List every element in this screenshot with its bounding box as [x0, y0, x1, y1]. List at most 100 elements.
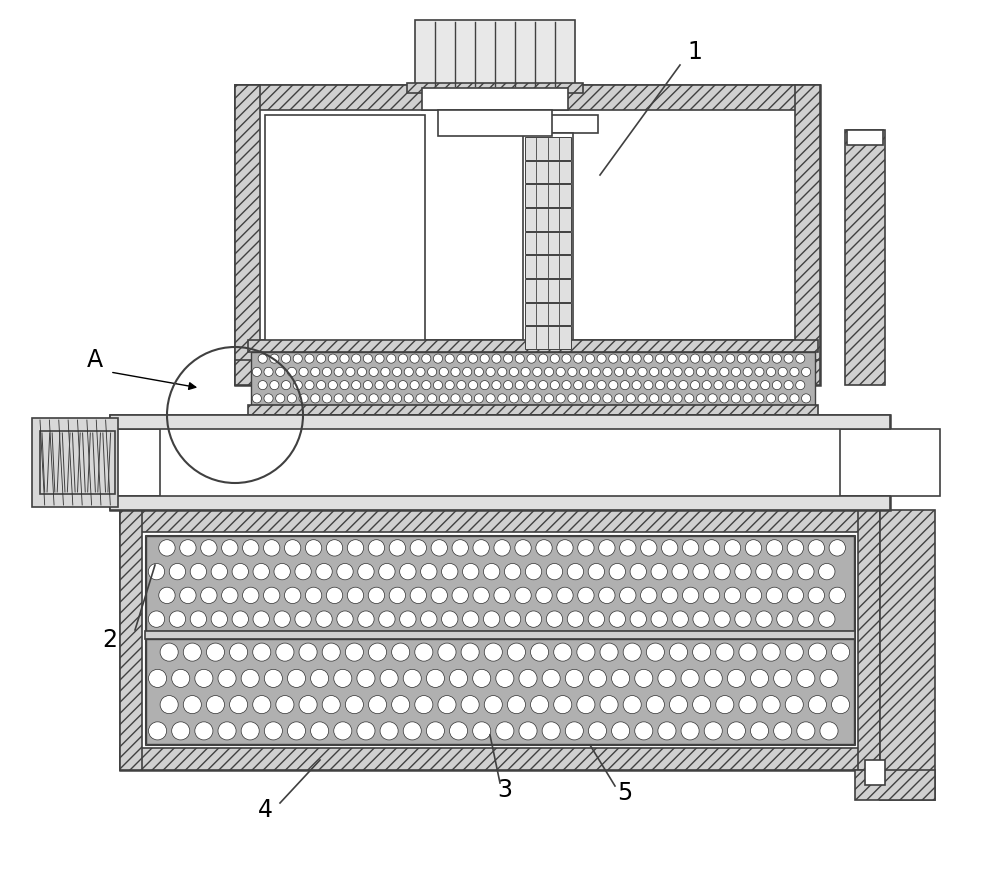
Circle shape: [180, 587, 196, 604]
Circle shape: [463, 393, 472, 403]
Bar: [795, 85, 820, 385]
Circle shape: [630, 563, 646, 580]
Circle shape: [612, 722, 630, 740]
Circle shape: [693, 696, 711, 713]
Bar: [524, 137, 570, 160]
Circle shape: [389, 540, 406, 556]
Bar: [145, 535, 855, 745]
Circle shape: [404, 368, 413, 377]
Circle shape: [556, 368, 565, 377]
Circle shape: [190, 563, 207, 580]
Circle shape: [422, 354, 431, 363]
Circle shape: [172, 722, 190, 740]
Circle shape: [431, 587, 447, 604]
Circle shape: [486, 393, 495, 403]
Circle shape: [600, 643, 618, 661]
Bar: [438, 110, 552, 136]
Circle shape: [148, 611, 165, 628]
Circle shape: [673, 368, 682, 377]
Circle shape: [253, 611, 269, 628]
Circle shape: [375, 380, 384, 390]
Circle shape: [574, 380, 583, 390]
Circle shape: [644, 354, 653, 363]
Circle shape: [603, 393, 612, 403]
Circle shape: [206, 696, 224, 713]
Circle shape: [609, 354, 618, 363]
Circle shape: [632, 380, 641, 390]
Bar: [524, 232, 570, 255]
Circle shape: [322, 696, 340, 713]
Circle shape: [609, 380, 618, 390]
Bar: [524, 161, 570, 183]
Circle shape: [357, 722, 375, 740]
Circle shape: [599, 540, 615, 556]
Circle shape: [474, 368, 483, 377]
Circle shape: [463, 368, 472, 377]
Circle shape: [498, 368, 507, 377]
Circle shape: [337, 611, 353, 628]
Text: 2: 2: [103, 628, 118, 652]
Circle shape: [603, 368, 612, 377]
Circle shape: [731, 393, 741, 403]
Circle shape: [276, 696, 294, 713]
Circle shape: [720, 393, 729, 403]
Circle shape: [802, 393, 811, 403]
Circle shape: [496, 722, 514, 740]
Circle shape: [252, 393, 261, 403]
Circle shape: [252, 368, 261, 377]
Circle shape: [352, 354, 361, 363]
Circle shape: [727, 722, 745, 740]
Bar: [524, 279, 570, 301]
Circle shape: [183, 696, 201, 713]
Circle shape: [599, 587, 615, 604]
Circle shape: [790, 368, 799, 377]
Bar: [855, 770, 935, 800]
Circle shape: [428, 393, 437, 403]
Circle shape: [473, 669, 491, 688]
Circle shape: [381, 393, 390, 403]
Circle shape: [808, 696, 826, 713]
Circle shape: [241, 722, 259, 740]
Circle shape: [452, 587, 468, 604]
Circle shape: [504, 563, 521, 580]
Circle shape: [685, 368, 694, 377]
Circle shape: [305, 354, 314, 363]
Circle shape: [358, 563, 374, 580]
Circle shape: [615, 368, 624, 377]
Circle shape: [591, 393, 600, 403]
Circle shape: [473, 587, 489, 604]
Circle shape: [766, 393, 776, 403]
Circle shape: [577, 696, 595, 713]
Bar: [120, 748, 880, 770]
Bar: [146, 536, 854, 631]
Circle shape: [463, 611, 479, 628]
Circle shape: [832, 696, 850, 713]
Circle shape: [346, 393, 355, 403]
Circle shape: [708, 393, 717, 403]
Circle shape: [172, 669, 190, 688]
Circle shape: [568, 368, 577, 377]
Circle shape: [565, 669, 583, 688]
Circle shape: [230, 696, 248, 713]
Circle shape: [609, 563, 625, 580]
Circle shape: [515, 540, 531, 556]
Bar: [407, 83, 583, 93]
Circle shape: [521, 393, 530, 403]
Circle shape: [160, 696, 178, 713]
Circle shape: [305, 380, 314, 390]
Circle shape: [702, 354, 711, 363]
Circle shape: [253, 696, 271, 713]
Circle shape: [180, 540, 196, 556]
Circle shape: [588, 563, 605, 580]
Bar: [524, 208, 570, 231]
Circle shape: [544, 368, 554, 377]
Circle shape: [463, 563, 479, 580]
Circle shape: [820, 722, 838, 740]
Circle shape: [554, 696, 572, 713]
Circle shape: [745, 540, 762, 556]
Circle shape: [387, 354, 396, 363]
Circle shape: [480, 380, 489, 390]
Circle shape: [507, 696, 525, 713]
Circle shape: [724, 587, 741, 604]
Circle shape: [714, 354, 723, 363]
